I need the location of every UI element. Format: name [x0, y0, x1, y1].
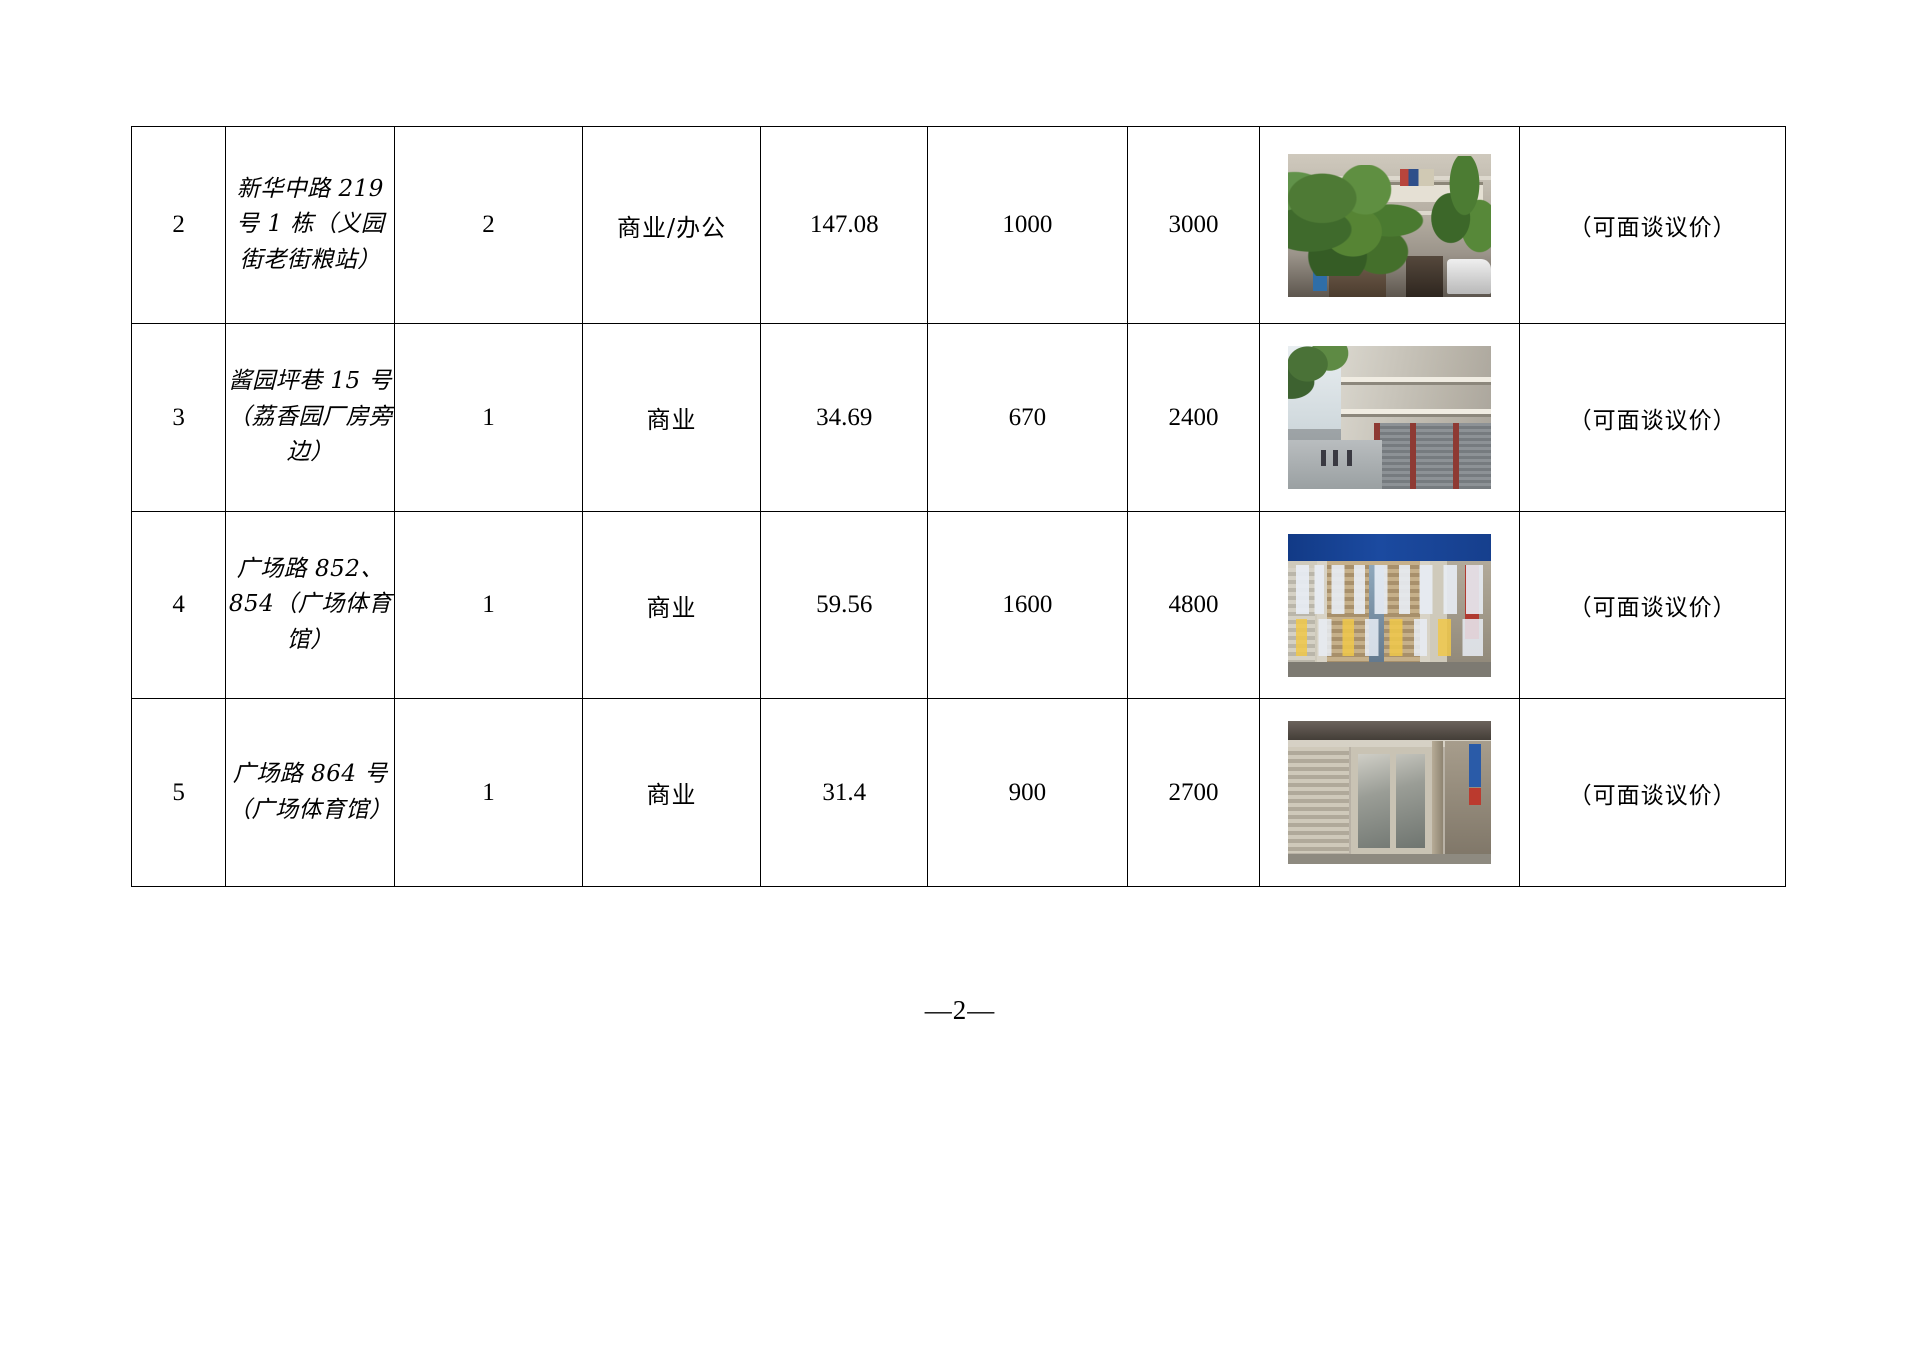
- page-number-footer: —2—: [924, 995, 996, 1025]
- property-photo: [1288, 721, 1492, 864]
- row-photo-cell: [1259, 698, 1521, 887]
- row-photo-cell: [1259, 323, 1521, 512]
- row-price-high: 3000: [1126, 126, 1261, 324]
- row-price-high: 2400: [1126, 323, 1261, 512]
- property-listing-table: 2 新华中路 219 号 1 栋（义园街老街粮站） 2 商业/办公 147.08…: [130, 126, 1786, 887]
- table-row: 2 新华中路 219 号 1 栋（义园街老街粮站） 2 商业/办公 147.08…: [130, 126, 1786, 324]
- row-price-low: 900: [927, 698, 1128, 887]
- row-area: 147.08: [760, 126, 929, 324]
- row-note: （可面谈议价）: [1519, 126, 1786, 324]
- row-quantity: 1: [394, 698, 583, 887]
- row-type: 商业/办公: [581, 126, 762, 324]
- table-row: 3 酱园坪巷 15 号（荔香园厂房旁边） 1 商业 34.69 670 2400: [130, 323, 1786, 512]
- row-price-high: 2700: [1126, 698, 1261, 887]
- row-index: 3: [130, 323, 227, 512]
- row-price-low: 670: [927, 323, 1128, 512]
- property-photo: [1288, 153, 1492, 297]
- row-index: 4: [130, 511, 227, 699]
- row-note: （可面谈议价）: [1519, 511, 1786, 699]
- row-quantity: 1: [394, 323, 583, 512]
- row-price-high: 4800: [1126, 511, 1261, 699]
- table-row: 4 广场路 852、854（广场体育馆） 1 商业 59.56 1600 480…: [130, 511, 1786, 699]
- row-index: 2: [130, 126, 227, 324]
- property-photo: [1288, 346, 1492, 489]
- row-type: 商业: [581, 698, 762, 887]
- row-quantity: 1: [394, 511, 583, 699]
- row-type: 商业: [581, 511, 762, 699]
- row-area: 31.4: [760, 698, 929, 887]
- row-address: 新华中路 219 号 1 栋（义园街老街粮站）: [225, 126, 396, 324]
- row-photo-cell: [1259, 126, 1521, 324]
- property-photo: [1288, 533, 1492, 677]
- row-address: 广场路 864 号（广场体育馆）: [225, 698, 396, 887]
- row-quantity: 2: [394, 126, 583, 324]
- row-type: 商业: [581, 323, 762, 512]
- row-photo-cell: [1259, 511, 1521, 699]
- property-listing-table-container: 2 新华中路 219 号 1 栋（义园街老街粮站） 2 商业/办公 147.08…: [130, 126, 1786, 887]
- row-note: （可面谈议价）: [1519, 698, 1786, 887]
- row-area: 59.56: [760, 511, 929, 699]
- row-note: （可面谈议价）: [1519, 323, 1786, 512]
- row-index: 5: [130, 698, 227, 887]
- row-address: 广场路 852、854（广场体育馆）: [225, 511, 396, 699]
- row-price-low: 1600: [927, 511, 1128, 699]
- row-address: 酱园坪巷 15 号（荔香园厂房旁边）: [225, 323, 396, 512]
- row-price-low: 1000: [927, 126, 1128, 324]
- row-area: 34.69: [760, 323, 929, 512]
- table-row: 5 广场路 864 号（广场体育馆） 1 商业 31.4 900 2700: [130, 698, 1786, 887]
